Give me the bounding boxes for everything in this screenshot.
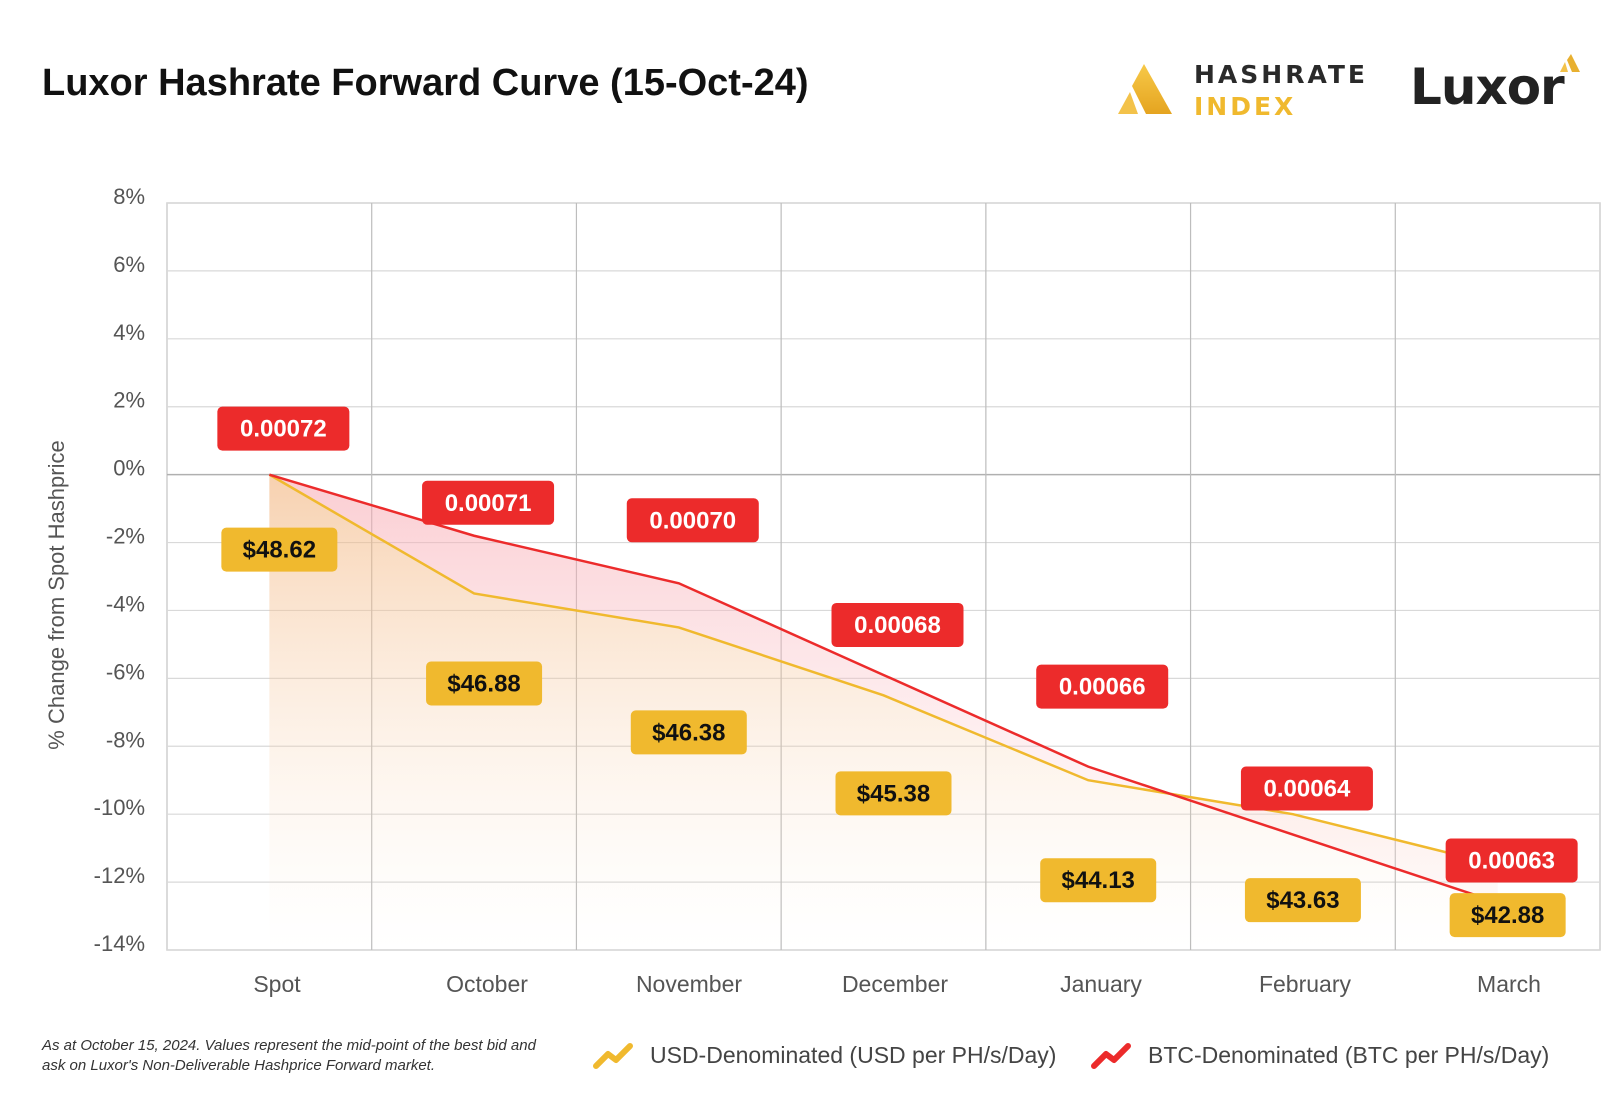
x-tick-label: February [1259, 971, 1352, 997]
x-tick-label: March [1477, 971, 1541, 997]
btc-data-label-bg [831, 602, 964, 647]
series-lines [268, 473, 1499, 904]
y-tick-label: 8% [113, 184, 145, 209]
btc-data-label-text: 0.00070 [649, 507, 736, 534]
btc-data-label-bg [1240, 766, 1373, 811]
y-tick-label: -14% [94, 931, 145, 956]
usd-data-label: $46.38 [630, 710, 747, 755]
y-tick-label: -8% [106, 727, 145, 752]
usd-data-label-bg [1244, 878, 1361, 923]
y-tick-label: -4% [106, 591, 145, 616]
btc-data-label-text: 0.00064 [1264, 776, 1351, 803]
usd-data-label: $48.62 [221, 527, 338, 572]
usd-data-label: $45.38 [835, 771, 952, 816]
usd-data-label: $44.13 [1040, 858, 1157, 903]
legend-label-usd: USD-Denominated (USD per PH/s/Day) [650, 1041, 1057, 1068]
usd-data-label-bg [221, 527, 338, 572]
x-tick-label: January [1060, 971, 1142, 997]
legend-item-usd: USD-Denominated (USD per PH/s/Day) [592, 1040, 1056, 1070]
footnote: As at October 15, 2024. Values represent… [42, 1037, 536, 1074]
legend-label-btc: BTC-Denominated (BTC per PH/s/Day) [1148, 1041, 1550, 1068]
usd-data-label-bg [630, 710, 747, 755]
y-tick-label: -12% [94, 863, 145, 888]
btc-data-label-text: 0.00066 [1059, 674, 1146, 701]
btc-data-label-bg [217, 406, 350, 451]
usd-data-label-bg [1449, 893, 1566, 938]
hashrate-index-logo-icon [1118, 64, 1172, 114]
y-tick-label: -2% [106, 524, 145, 549]
y-tick-label: 0% [113, 456, 145, 481]
luxor-logo: Luxor [1410, 52, 1590, 122]
btc-data-label: 0.00071 [422, 480, 555, 525]
luxor-logo-wordmark: Luxor [1410, 58, 1565, 116]
x-tick-label: November [636, 971, 742, 997]
y-tick-label: 4% [113, 320, 145, 345]
hashrate-index-logo: HASHRATE INDEX [1116, 58, 1366, 122]
axes: % Change from Spot Hashprice 8% 6% 4% 2% 0% -… [44, 184, 1541, 997]
btc-data-label-bg [1036, 664, 1169, 709]
chart-title: Luxor Hashrate Forward Curve (15-Oct-24) [42, 62, 809, 104]
usd-data-label-text: $43.63 [1266, 887, 1339, 914]
hashrate-index-logo-line2: INDEX [1194, 92, 1297, 121]
btc-data-label-bg [422, 480, 555, 525]
usd-data-label-text: $42.88 [1471, 902, 1544, 929]
usd-data-label-text: $48.62 [243, 537, 316, 564]
btc-data-label-bg [1445, 838, 1578, 883]
btc-data-label-text: 0.00068 [854, 612, 941, 639]
btc-data-label: 0.00072 [217, 406, 350, 451]
btc-data-label-text: 0.00063 [1468, 847, 1555, 874]
usd-data-label-text: $44.13 [1062, 867, 1135, 894]
hashrate-index-logo-line1: HASHRATE [1194, 60, 1368, 89]
legend-item-btc: BTC-Denominated (BTC per PH/s/Day) [1090, 1040, 1549, 1070]
y-tick-label: -6% [106, 659, 145, 684]
btc-data-label: 0.00064 [1240, 766, 1373, 811]
btc-legend-icon [1091, 1043, 1131, 1069]
btc-area [269, 474, 1498, 903]
usd-area [269, 474, 1498, 950]
usd-data-label-bg [426, 661, 543, 706]
btc-data-label: 0.00066 [1036, 664, 1169, 709]
x-tick-label: December [842, 971, 948, 997]
usd-data-label: $42.88 [1449, 893, 1566, 938]
usd-data-label: $46.88 [426, 661, 543, 706]
btc-data-label: 0.00068 [831, 602, 964, 647]
btc-series-line [268, 473, 1499, 904]
btc-data-label-text: 0.00071 [445, 490, 532, 517]
y-tick-label: 6% [113, 252, 145, 277]
btc-data-label-bg [626, 498, 759, 543]
luxor-logo-icon [1560, 54, 1580, 72]
data-labels: 0.00072 0.00071 0.00070 0.00068 0.00066 0.000… [217, 406, 1578, 938]
series-areas [269, 474, 1498, 950]
y-tick-label: 2% [113, 388, 145, 413]
btc-data-label-text: 0.00072 [240, 416, 327, 443]
y-tick-label: -10% [94, 795, 145, 820]
btc-data-label: 0.00063 [1445, 838, 1578, 883]
usd-data-label-bg [835, 771, 952, 816]
usd-data-label: $43.63 [1244, 878, 1361, 923]
usd-data-label-text: $46.38 [652, 719, 725, 746]
x-tick-label: Spot [253, 971, 301, 997]
usd-data-label-text: $45.38 [857, 780, 930, 807]
x-tick-label: October [446, 971, 528, 997]
usd-data-label-text: $46.88 [447, 670, 520, 697]
usd-series-line [268, 473, 1498, 867]
usd-data-label-bg [1040, 858, 1157, 903]
btc-data-label: 0.00070 [626, 498, 759, 543]
y-axis-label: % Change from Spot Hashprice [44, 440, 69, 749]
usd-legend-icon [593, 1043, 633, 1069]
